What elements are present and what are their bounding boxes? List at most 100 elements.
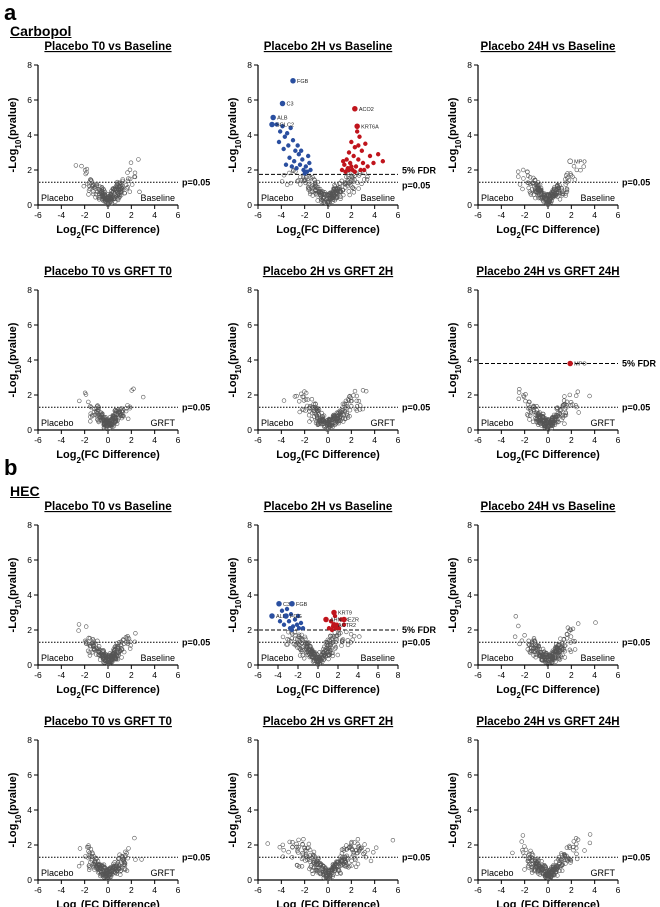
volcano-plot-b4: Placebo T0 vs GRFT T0 -6 -4 -2 0 2 4 6 0 2 4 6 8 Log2… <box>7 716 210 907</box>
y-tick-label: 8 <box>247 285 252 295</box>
data-point-ns <box>364 177 370 182</box>
data-point-ns <box>327 638 333 644</box>
corner-label-left: Placebo <box>481 653 514 663</box>
data-point-ns <box>109 196 115 202</box>
data-point-ns <box>553 649 558 655</box>
x-tick-label: 2 <box>349 210 354 220</box>
volcano-plot-b2: Placebo 2H vs Baseline -6 -4 -2 0 2 4 6 8 0 2 4 6 8 Lo… <box>227 501 437 700</box>
x-tick-label: -4 <box>58 210 66 220</box>
data-point-ns <box>567 647 573 652</box>
x-tick-label: 6 <box>176 670 181 680</box>
data-point-ns <box>545 660 550 665</box>
x-tick-label: 6 <box>396 210 401 220</box>
data-point-ns <box>285 636 290 642</box>
data-point-ns <box>303 636 308 641</box>
data-point-ns <box>290 844 295 850</box>
data-point-ns <box>113 419 118 424</box>
data-point-ns <box>565 171 570 176</box>
data-point-ns <box>90 189 96 194</box>
threshold-label: p=0.05 <box>182 402 210 412</box>
x-tick-label: 2 <box>349 435 354 445</box>
data-point-ns <box>84 641 89 646</box>
data-point-ns <box>132 170 138 176</box>
x-tick-label: 4 <box>592 670 597 680</box>
data-point-up <box>339 167 345 173</box>
data-point-ns <box>567 845 572 850</box>
data-point-up <box>353 164 359 169</box>
data-point-ns <box>98 190 104 196</box>
x-tick-label: -2 <box>521 670 529 680</box>
data-point-ns <box>355 845 361 850</box>
y-tick-label: 4 <box>27 805 32 815</box>
data-point-up <box>358 167 363 173</box>
data-point-ns <box>102 415 107 420</box>
data-point-ns <box>307 646 313 651</box>
volcano-plot-a3: Placebo 24H vs Baseline -6 -4 -2 0 2 4 6 0 2 4 6 8 Lo… <box>447 41 650 240</box>
data-point-ns <box>304 849 309 854</box>
data-point-down <box>300 626 306 631</box>
data-point-ns <box>296 641 301 646</box>
y-tick-label: 0 <box>27 200 32 210</box>
data-point-ns <box>127 167 133 173</box>
threshold-label: p=0.05 <box>622 177 650 187</box>
x-tick-label: -2 <box>81 435 89 445</box>
data-point-ns <box>520 167 526 173</box>
data-point-ns <box>304 174 309 180</box>
data-point-ns <box>319 197 324 203</box>
data-point-ns <box>527 175 533 180</box>
x-tick-label: 0 <box>106 210 111 220</box>
data-point-ns <box>107 414 113 420</box>
x-tick-label: 0 <box>546 885 551 895</box>
y-axis-label: -Log10(pvalue) <box>227 772 243 847</box>
data-point-up <box>357 134 362 139</box>
labeled-point <box>290 77 296 84</box>
data-point-ns <box>324 427 330 432</box>
data-point-ns <box>527 399 532 405</box>
data-point-ns <box>304 650 309 656</box>
data-point-ns <box>294 841 299 847</box>
y-tick-label: 8 <box>247 60 252 70</box>
data-point-ns <box>532 177 538 183</box>
data-point-ns <box>116 187 121 192</box>
x-tick-label: -4 <box>58 885 66 895</box>
data-point-ns <box>572 647 578 652</box>
data-point-ns <box>562 655 568 660</box>
data-point-ns <box>563 412 569 418</box>
data-point-ns <box>347 414 352 419</box>
data-point-ns <box>348 182 353 188</box>
data-point-ns <box>94 182 99 188</box>
data-point-ns <box>536 857 541 863</box>
data-point-ns <box>551 871 556 877</box>
data-point-ns <box>311 651 316 656</box>
data-point-down <box>290 138 296 143</box>
data-point-ns <box>305 644 310 649</box>
data-point-ns <box>128 646 133 651</box>
data-point-ns <box>125 641 131 647</box>
data-point-down <box>279 608 285 613</box>
protein-label: ALB <box>277 116 288 122</box>
protein-label: MPO <box>574 362 587 368</box>
y-tick-label: 6 <box>247 95 252 105</box>
y-axis-label: -Log10(pvalue) <box>447 557 463 632</box>
data-point-ns <box>532 189 538 194</box>
x-tick-label: -2 <box>81 885 89 895</box>
data-point-ns <box>363 854 369 860</box>
x-tick-label: 4 <box>592 435 597 445</box>
y-tick-label: 8 <box>467 735 472 745</box>
x-tick-label: -2 <box>301 885 309 895</box>
y-axis-label: -Log10(pvalue) <box>7 557 23 632</box>
data-point-ns <box>547 654 552 660</box>
data-point-ns <box>86 863 92 868</box>
data-point-ns <box>108 421 114 426</box>
data-point-ns <box>351 186 357 192</box>
data-point-ns <box>522 867 527 872</box>
data-point-ns <box>99 412 105 417</box>
data-point-ns <box>293 636 298 641</box>
data-point-ns <box>96 863 102 868</box>
plot-title: Placebo 2H vs GRFT 2H <box>263 716 393 728</box>
y-tick-label: 4 <box>247 130 252 140</box>
data-point-ns <box>94 181 100 187</box>
data-point-ns <box>105 196 110 201</box>
data-point-ns <box>563 410 568 415</box>
y-tick-label: 2 <box>247 390 252 400</box>
